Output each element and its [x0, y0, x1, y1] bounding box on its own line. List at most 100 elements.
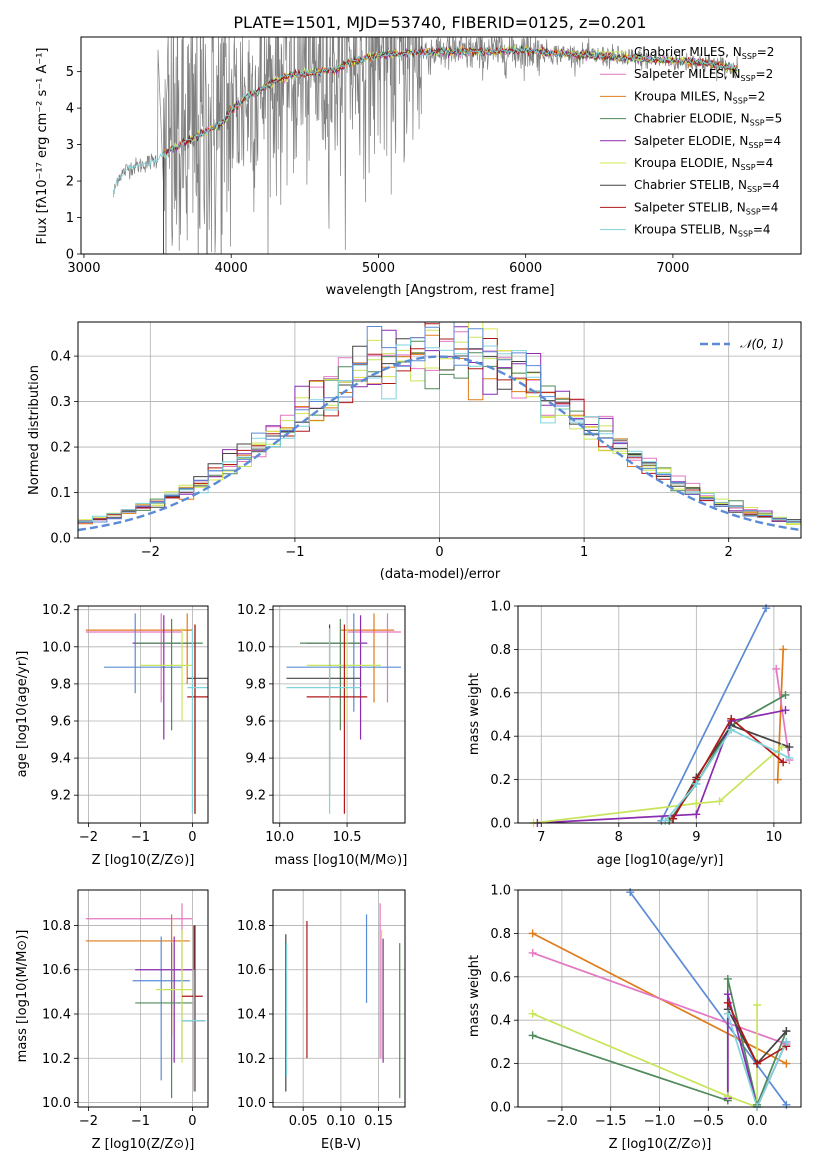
- plus-marker: [753, 1001, 762, 1010]
- axes-frame: [77, 889, 209, 1108]
- y-tick-label: 10.0: [237, 640, 266, 655]
- weight-age-xlabel: age [log10(age/yr)]: [597, 853, 724, 868]
- plus-marker: [782, 1027, 791, 1036]
- x-tick-label: −1.5: [595, 1114, 627, 1129]
- y-tick-label: 10.0: [42, 640, 71, 655]
- axes-frame: [517, 605, 802, 824]
- x-tick-label: 8: [615, 830, 623, 845]
- weight-line: [629, 891, 788, 1106]
- x-tick-label: 5000: [362, 261, 395, 276]
- y-tick-label: 0.0: [490, 1101, 511, 1116]
- y-tick-label: 9.6: [245, 714, 266, 729]
- y-tick-label: 0.8: [490, 927, 511, 942]
- normal-curve-line: [78, 355, 801, 532]
- weight-age-ylabel: mass weight: [467, 673, 482, 755]
- y-tick-label: 4: [66, 102, 74, 117]
- axes-frame: [80, 36, 802, 255]
- plus-marker: [777, 743, 786, 752]
- plot-area: [533, 607, 791, 823]
- x-tick-label: 0.0: [747, 1114, 768, 1129]
- y-tick-label: 10.8: [42, 919, 71, 934]
- axes-frame: [517, 889, 802, 1108]
- x-tick-label: −2: [79, 830, 98, 845]
- plus-marker: [779, 758, 788, 767]
- y-tick-label: 2: [66, 175, 74, 190]
- residuals-panel: −2 −1 0 1 2 0.0 0.1 0.2 0.3 0.4 𝒩(0, 1): [50, 321, 802, 560]
- y-tick-label: 9.4: [245, 752, 266, 767]
- plus-marker: [669, 814, 678, 823]
- age-z-ylabel: age [log10(age/yr)]: [15, 651, 30, 778]
- y-tick-label: 1: [66, 211, 74, 226]
- x-tick-label: −1.0: [644, 1114, 676, 1129]
- legend-label: Chabrier MILES, NSSP=2: [634, 45, 774, 61]
- histogram-step-line: [78, 322, 801, 523]
- y-tick-label: 0.3: [50, 395, 71, 410]
- legend-label: Chabrier ELODIE, NSSP=5: [634, 112, 782, 128]
- legend-label: Kroupa ELODIE, NSSP=4: [634, 156, 773, 172]
- y-tick-label: 10.0: [237, 1096, 266, 1111]
- plus-marker: [723, 998, 732, 1007]
- x-tick-label: 6000: [509, 261, 542, 276]
- y-tick-label: 0.2: [50, 441, 71, 456]
- plus-marker: [781, 690, 790, 699]
- plot-area: [113, 37, 739, 254]
- y-tick-label: 10.4: [237, 1008, 266, 1023]
- weight-line: [775, 668, 791, 761]
- plus-marker: [779, 645, 788, 654]
- mass-z-ylabel: mass [log10(M/M⊙)]: [15, 930, 30, 1063]
- plus-marker: [727, 714, 736, 723]
- y-tick-label: 9.2: [50, 789, 71, 804]
- weight-line: [532, 1005, 758, 1107]
- y-tick-label: 0.0: [490, 817, 511, 832]
- spectrum-ylabel: Flux [fλ10⁻¹⁷ erg cm⁻² s⁻¹ A⁻¹]: [35, 48, 50, 245]
- y-tick-label: 9.2: [245, 789, 266, 804]
- y-tick-label: 10.8: [237, 919, 266, 934]
- weight-line: [532, 952, 787, 1045]
- weight-line: [672, 717, 784, 820]
- y-tick-label: 10.4: [42, 1008, 71, 1023]
- axes-frame: [272, 605, 406, 824]
- legend-label: Salpeter MILES, NSSP=2: [634, 67, 773, 83]
- weight-line: [533, 746, 783, 823]
- y-tick-label: 0.0: [50, 532, 71, 547]
- y-tick-label: 0: [66, 248, 74, 263]
- plot-area: [532, 891, 788, 1107]
- y-tick-label: 10.2: [42, 603, 71, 618]
- y-tick-label: 0.6: [490, 970, 511, 985]
- plus-marker: [692, 810, 701, 819]
- mass-vs-ebv-panel: 0.05 0.10 0.15 10.0 10.2 10.4 10.6 10.8: [237, 889, 406, 1129]
- y-tick-label: 1.0: [490, 600, 511, 615]
- plus-marker: [782, 1059, 791, 1068]
- age-mass-xlabel: mass [log10(M/M⊙)]: [275, 853, 408, 868]
- y-tick-label: 10.6: [237, 963, 266, 978]
- x-tick-label: 7: [537, 830, 545, 845]
- y-tick-label: 3: [66, 138, 74, 153]
- mass-z-xlabel: Z [log10(Z/Z⊙)]: [92, 1137, 195, 1152]
- x-tick-label: −1: [131, 830, 150, 845]
- y-tick-label: 0.2: [490, 773, 511, 788]
- histogram-step-line: [78, 337, 801, 522]
- x-tick-label: 0: [188, 1114, 196, 1129]
- x-tick-label: 0.10: [326, 1114, 355, 1129]
- x-tick-label: 10: [766, 830, 783, 845]
- plot-area: [85, 903, 206, 1099]
- weight-vs-z-panel: −2.0 −1.5 −1.0 −0.5 0.0 0.0 0.2 0.4 0.6 0.8 1.0: [490, 884, 802, 1129]
- weight-line: [726, 1013, 788, 1107]
- histogram-step-line: [78, 323, 801, 523]
- plus-marker: [723, 1009, 732, 1018]
- plus-marker: [782, 1037, 791, 1046]
- plus-marker: [785, 753, 794, 762]
- plus-marker: [528, 1031, 537, 1040]
- residuals-xlabel: (data-model)/error: [380, 567, 501, 582]
- x-tick-label: 0.05: [289, 1114, 318, 1129]
- legend-label: Chabrier STELIB, NSSP=4: [634, 178, 780, 194]
- x-tick-label: 2: [725, 545, 733, 560]
- y-tick-label: 9.6: [50, 714, 71, 729]
- axes-frame: [272, 889, 406, 1108]
- plot-area: [85, 613, 208, 814]
- y-tick-label: 9.8: [245, 677, 266, 692]
- y-tick-label: 10.2: [237, 603, 266, 618]
- age-z-xlabel: Z [log10(Z/Z⊙)]: [92, 853, 195, 868]
